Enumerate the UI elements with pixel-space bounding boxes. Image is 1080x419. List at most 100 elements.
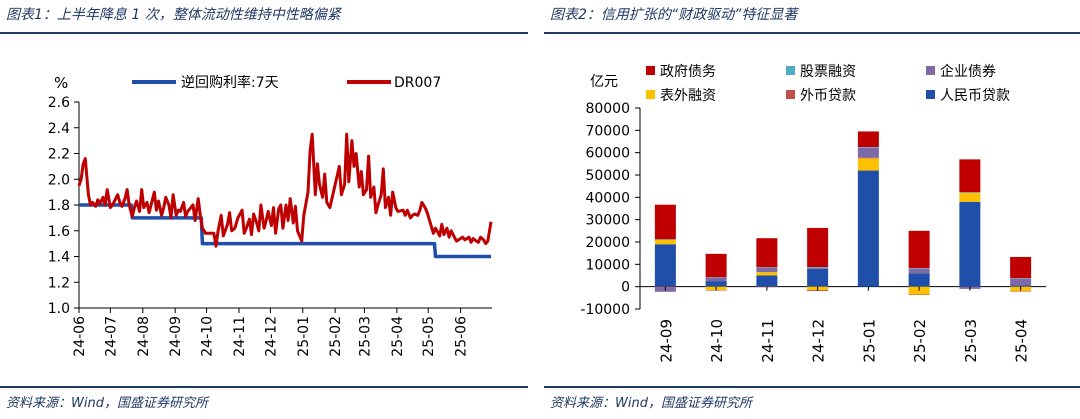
left-title-rule (0, 32, 528, 34)
bar-segment (756, 267, 778, 273)
legend-label: 政府债务 (660, 64, 716, 80)
y-tick-label: 1.4 (48, 250, 70, 266)
x-tick-label: 25-06 (454, 316, 470, 357)
right-title-rule (544, 32, 1080, 34)
x-tick-label: 25-02 (911, 319, 929, 363)
x-tick-label: 25-02 (328, 316, 344, 357)
bar-segment (959, 192, 981, 193)
y-tick-label: 60000 (585, 146, 630, 162)
bar-segment (756, 238, 778, 268)
bar-segment (959, 201, 981, 287)
x-tick-label: 24-10 (200, 316, 216, 357)
x-tick-label: 24-11 (232, 316, 248, 357)
bar-segment (705, 281, 727, 287)
bar-segment (908, 294, 930, 295)
y-tick-label: 70000 (585, 123, 630, 139)
bar-segment (654, 239, 676, 245)
y-tick-label: 20000 (585, 235, 630, 251)
bar-segment (857, 158, 879, 171)
bar-segment (705, 277, 727, 282)
y-tick-label: 0 (621, 280, 630, 296)
bar-segment (1010, 256, 1032, 279)
y-tick-label: -10000 (580, 302, 630, 318)
y-tick-label: 40000 (585, 190, 630, 206)
bar-segment (756, 267, 778, 268)
x-tick-label: 24-09 (168, 316, 184, 357)
x-tick-label: 25-04 (1013, 319, 1031, 363)
bar-chart: 亿元 -10000 0 10000 20000 30000 40000 50000 60000 7… (580, 63, 1046, 363)
y-tick-label: 1.6 (48, 224, 70, 240)
y-tick-label: 1.2 (48, 275, 70, 291)
y-tick-label: 50000 (585, 168, 630, 184)
y-tick-label: 2.6 (48, 95, 70, 111)
bar-segment (705, 253, 727, 278)
legend-label: 逆回购利率:7天 (181, 74, 279, 91)
x-tick-label: 24-07 (103, 316, 119, 357)
bar-segment (857, 147, 879, 158)
x-tick-label: 24-09 (657, 319, 675, 363)
x-tick-label: 25-04 (390, 316, 406, 357)
bar-segment (807, 267, 829, 268)
x-tick-label: 25-01 (860, 319, 878, 363)
repo-rate-line (79, 203, 491, 259)
x-tick-label: 24-08 (136, 316, 152, 357)
bar-segment (1010, 285, 1032, 287)
y-tick-label: 2.4 (48, 121, 70, 137)
right-figure-source: 资料来源：Wind，国盛证券研究所 (550, 396, 752, 411)
bar-segment (807, 267, 829, 269)
bar-segment (959, 192, 981, 202)
bar-segment (857, 131, 879, 148)
bar-segment (654, 204, 676, 240)
bar-segment (857, 147, 879, 148)
y-tick-label: 2.0 (48, 172, 70, 188)
right-figure-title: 图表2：信用扩张的“财政驱动”特征显著 (550, 7, 798, 23)
y-tick-label: 80000 (585, 101, 630, 117)
left-source-rule (0, 386, 528, 388)
bar-segment (807, 268, 829, 287)
left-figure-title: 图表1：上半年降息 1 次，整体流动性维持中性略偏紧 (6, 7, 341, 23)
bar-segment (1010, 278, 1032, 286)
legend-swatch (926, 90, 935, 99)
y-tick-label: 1.8 (48, 198, 70, 214)
bar-segment (756, 275, 778, 287)
y-unit-label: 亿元 (590, 74, 618, 90)
bar-segment (807, 227, 829, 268)
bar-segment (1010, 291, 1032, 292)
right-source-rule (544, 386, 1080, 388)
bar-segment (908, 268, 930, 269)
bar-segment (1010, 278, 1032, 279)
x-tick-label: 25-01 (296, 316, 312, 357)
dr007-line (77, 132, 493, 248)
bar-segment (908, 230, 930, 269)
y-tick-label: 1.0 (48, 301, 70, 317)
legend-label: 人民币贷款 (940, 88, 1010, 104)
x-tick-label: 24-06 (72, 316, 88, 357)
bar-segment (654, 239, 676, 240)
bar-segment (908, 268, 930, 274)
bar-segment (705, 277, 727, 278)
x-tick-label: 25-05 (421, 316, 437, 357)
y-tick-label: 2.2 (48, 147, 70, 163)
legend-label: DR007 (394, 75, 441, 91)
x-tick-label: 25-03 (962, 319, 980, 363)
bar-segment (857, 157, 879, 159)
legend-label: 企业债券 (940, 63, 996, 80)
legend-label: 表外融资 (660, 88, 716, 104)
legend-swatch (646, 90, 655, 99)
legend-label: 股票融资 (800, 64, 856, 80)
x-tick-label: 24-12 (263, 316, 279, 357)
y-tick-label: 10000 (585, 257, 630, 273)
legend-swatch (926, 66, 935, 75)
legend-swatch (786, 66, 795, 75)
x-tick-label: 24-12 (810, 319, 828, 363)
legend-label: 外币贷款 (800, 88, 856, 104)
left-figure-source: 资料来源：Wind，国盛证券研究所 (6, 396, 208, 411)
x-tick-label: 24-11 (759, 319, 777, 363)
bar-segment (857, 170, 879, 287)
bar-segment (959, 159, 981, 193)
x-tick-label: 25-03 (357, 316, 373, 357)
left-figure-panel: 图表1：上半年降息 1 次，整体流动性维持中性略偏紧 % 1.0 1.2 1.4 1.6… (0, 0, 528, 419)
bar-segment (756, 272, 778, 276)
y-tick-label: 30000 (585, 213, 630, 229)
x-tick-label: 24-10 (708, 319, 726, 363)
